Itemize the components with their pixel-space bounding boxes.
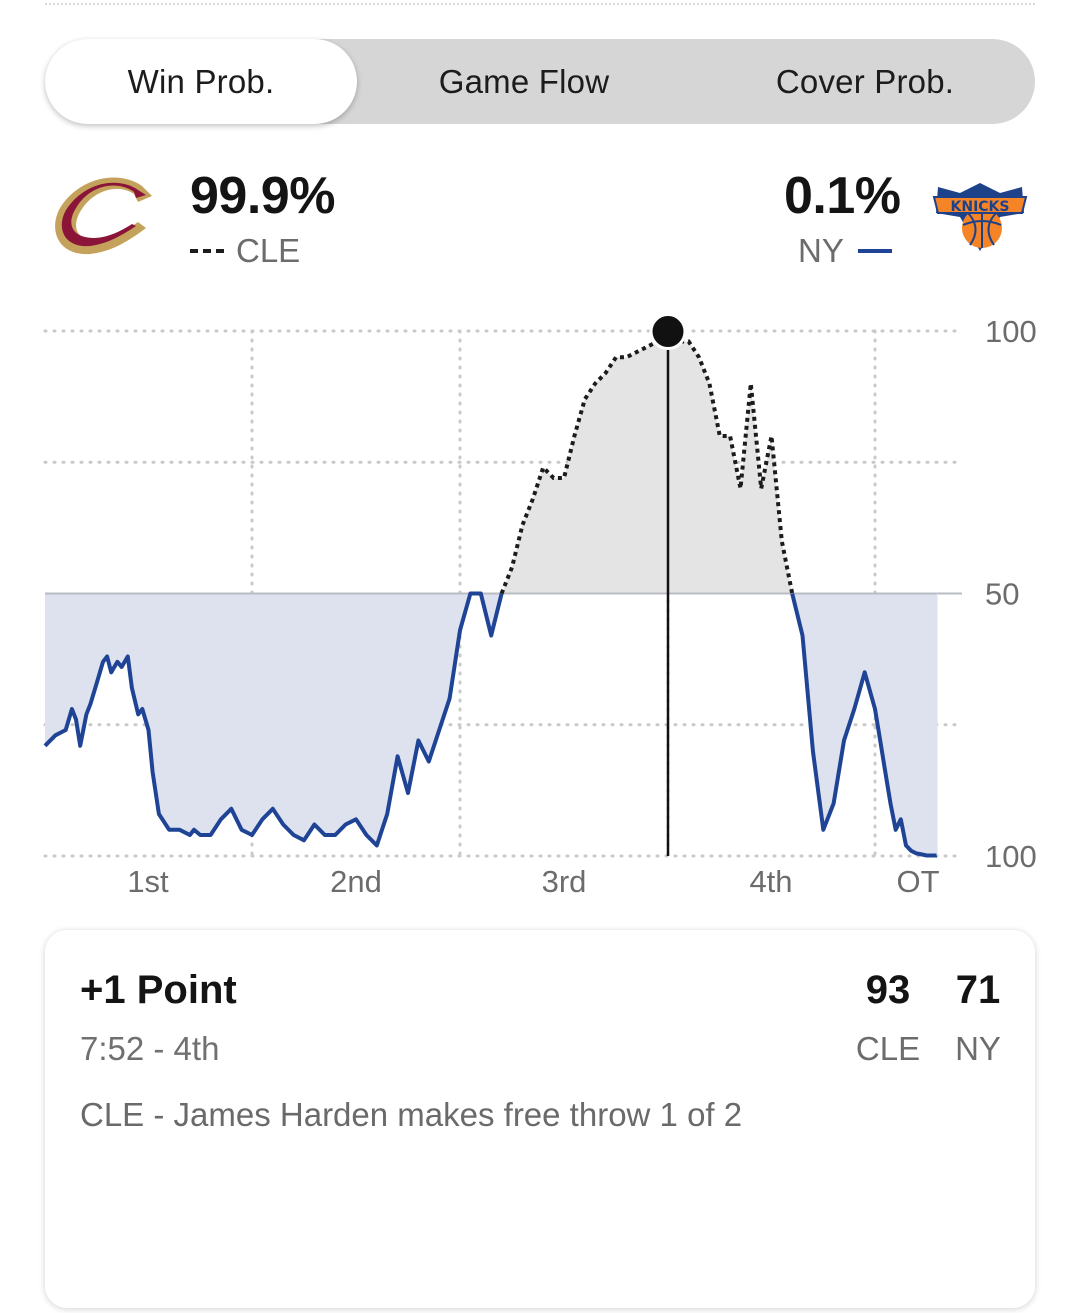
x-tick-label: 4th	[749, 864, 792, 899]
away-team-abbr: NY	[798, 232, 844, 269]
away-score-label: NY	[955, 1030, 1001, 1067]
cle-favored-area	[501, 331, 793, 594]
home-team-legend: CLE	[190, 232, 300, 270]
tab-cover-prob[interactable]: Cover Prob.	[775, 62, 955, 100]
x-tick-label: 1st	[127, 864, 169, 899]
chart-mode-tabs: Win Prob. Game Flow Cover Prob.	[45, 39, 1035, 124]
y-tick-label: 50	[985, 577, 1019, 612]
home-score-label: CLE	[855, 1030, 921, 1067]
ny-favored-area	[45, 593, 502, 846]
x-tick-label: OT	[896, 864, 939, 899]
away-score: 71	[955, 968, 1001, 1012]
y-tick-label: 100	[985, 314, 1037, 349]
ny-line-segment	[43, 591, 504, 848]
solid-line-legend-icon	[857, 249, 892, 254]
cavaliers-logo	[50, 168, 158, 260]
cle-line-segment	[499, 328, 795, 595]
svg-text:KNICKS: KNICKS	[951, 199, 1010, 215]
selected-play-card: +1 Point 7:52 - 4th CLE - James Harden m…	[45, 930, 1035, 1308]
home-team-abbr: CLE	[236, 232, 301, 269]
play-time: 7:52 - 4th	[80, 1030, 220, 1067]
play-title: +1 Point	[80, 968, 237, 1012]
top-divider	[45, 3, 1035, 5]
ny-favored-area	[792, 593, 937, 856]
ny-line-segment	[790, 593, 937, 858]
dotted-line-legend-icon	[190, 249, 224, 254]
y-tick-label: 100	[985, 839, 1037, 874]
away-team-legend: NY	[798, 232, 892, 270]
selected-play-marker-dot	[649, 313, 687, 351]
x-tick-label: 3rd	[542, 864, 587, 899]
tab-game-flow[interactable]: Game Flow	[438, 62, 610, 100]
play-description: CLE - James Harden makes free throw 1 of…	[80, 1096, 743, 1133]
home-score: 93	[865, 968, 911, 1012]
knicks-logo: KNICKS	[930, 173, 1030, 255]
win-probability-chart[interactable]: 100 50 100 1st 2nd 3rd 4th OT	[0, 300, 1080, 920]
x-tick-label: 2nd	[330, 864, 382, 899]
tab-win-prob[interactable]: Win Prob.	[45, 39, 357, 124]
away-win-probability: 0.1%	[784, 167, 901, 225]
home-win-probability: 99.9%	[190, 167, 335, 225]
